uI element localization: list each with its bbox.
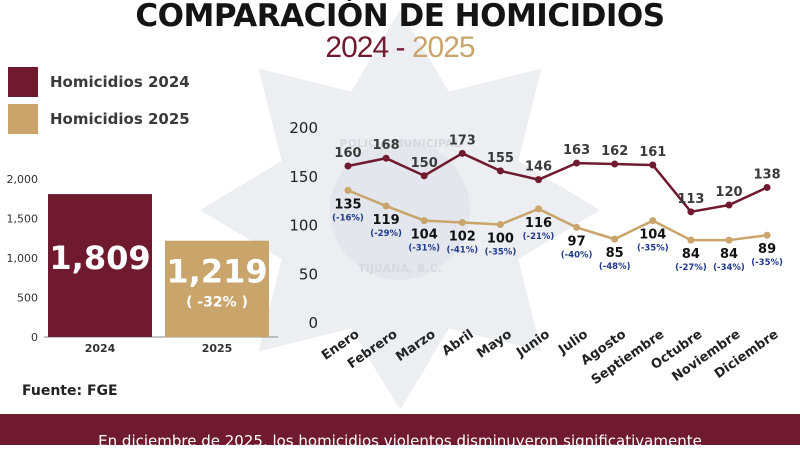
legend-swatch-2024: [8, 67, 38, 97]
data-label-2024: 162: [601, 144, 628, 159]
point-2025: [725, 236, 733, 244]
page-title: COMPARACIÓN DE HOMICIDIOS: [135, 0, 665, 34]
bar-y-tick-label: 1,500: [7, 213, 39, 226]
bar-value-label-2024: 1,809: [49, 239, 150, 277]
page-subtitle: 2024 - 2025: [0, 31, 800, 65]
series-line-2025: [347, 189, 768, 242]
point-2025: [420, 217, 428, 225]
legend-label-2025: Homicidios 2025: [50, 110, 190, 128]
legend-item-2024: Homicidios 2024: [8, 64, 190, 100]
point-2024: [420, 172, 428, 180]
data-label-2024: 155: [487, 151, 514, 166]
point-2025: [611, 235, 619, 243]
data-label-2024: 173: [449, 133, 476, 148]
change-label-2025: (-40%): [561, 250, 593, 260]
data-label-2024: 160: [334, 146, 361, 161]
line-y-tick-label: 50: [299, 265, 318, 283]
data-label-2025: 116: [525, 216, 552, 231]
point-2024: [725, 201, 733, 209]
change-label-2025: (-21%): [523, 232, 555, 242]
data-label-2024: 163: [563, 143, 590, 158]
point-2025: [535, 205, 542, 213]
bar-value-label-2025: 1,219: [166, 253, 267, 291]
bar-y-tick-label: 0: [31, 331, 38, 344]
line-y-tick-label: 0: [308, 314, 318, 332]
bar-y-tick-label: 500: [17, 292, 38, 305]
data-label-2024: 150: [411, 156, 438, 171]
data-label-2025: 100: [487, 232, 514, 247]
bar-x-tick-label: 2024: [85, 342, 116, 355]
point-2024: [344, 162, 352, 170]
bar-2024: [48, 194, 152, 337]
data-label-2024: 113: [677, 192, 704, 207]
change-label-2025: (-16%): [332, 213, 364, 223]
change-label-2025: (-41%): [446, 246, 478, 256]
line-y-tick-label: 150: [289, 168, 318, 186]
change-label-2025: (-35%): [637, 244, 669, 254]
line-y-tick-label: 100: [289, 217, 318, 235]
data-label-2025: 84: [682, 247, 700, 262]
data-label-2025: 89: [758, 242, 776, 257]
data-label-2025: 104: [639, 228, 666, 243]
data-label-2024: 138: [754, 167, 781, 182]
bottom-banner: [0, 414, 800, 445]
point-2025: [382, 202, 390, 210]
line-y-tick-label: 200: [289, 119, 318, 137]
point-2025: [496, 221, 504, 228]
data-label-2025: 135: [334, 197, 361, 212]
data-label-2025: 102: [449, 230, 476, 245]
change-label-2025: (-35%): [485, 248, 517, 258]
bar-y-tick-label: 2,000: [7, 173, 39, 186]
change-label-2025: (-35%): [751, 258, 783, 268]
point-2024: [687, 208, 695, 216]
legend-label-2024: Homicidios 2024: [50, 73, 190, 91]
legend-swatch-2025: [8, 104, 38, 134]
point-2024: [573, 159, 581, 167]
point-2025: [344, 186, 352, 194]
point-2024: [458, 149, 466, 157]
series-line-2024: [347, 151, 768, 214]
point-2024: [649, 161, 657, 169]
change-label-2025: (-29%): [370, 229, 402, 239]
change-label-2025: (-27%): [675, 263, 707, 273]
point-2024: [382, 154, 390, 162]
data-label-2025: 119: [373, 213, 400, 228]
data-label-2024: 120: [715, 185, 742, 200]
point-2025: [649, 217, 657, 225]
point-2024: [763, 183, 771, 191]
change-label-2025: (-34%): [713, 263, 745, 273]
point-2025: [458, 219, 466, 227]
point-2025: [763, 231, 771, 239]
data-label-2025: 104: [411, 228, 438, 243]
point-2024: [535, 176, 542, 184]
change-label-2025: (-31%): [408, 244, 440, 254]
data-label-2024: 168: [373, 138, 400, 153]
bar-change-label-2025: ( -32% ): [186, 295, 248, 311]
bar-y-tick-label: 1,000: [7, 252, 39, 265]
point-2025: [687, 236, 695, 244]
subtitle-separator: -: [388, 31, 412, 64]
subtitle-year-2024: 2024: [325, 31, 389, 64]
bar-x-tick-label: 2025: [202, 342, 233, 355]
point-2024: [496, 167, 504, 175]
legend-item-2025: Homicidios 2025: [8, 101, 190, 137]
data-label-2025: 84: [720, 247, 738, 262]
point-2024: [611, 160, 619, 168]
change-label-2025: (-48%): [599, 262, 631, 272]
bar-2025: [165, 240, 269, 337]
data-label-2025: 97: [568, 234, 586, 249]
data-label-2024: 161: [639, 145, 666, 160]
point-2025: [573, 223, 581, 231]
watermark-top-text: POLICIA MUNICIPAL: [340, 137, 461, 150]
source-note: Fuente: FGE: [22, 383, 118, 399]
data-label-2025: 85: [606, 246, 624, 261]
subtitle-year-2025: 2025: [411, 31, 476, 64]
watermark-bottom-text: TIJUANA, B.C.: [358, 262, 442, 275]
data-label-2024: 146: [525, 160, 552, 175]
footer-text: En diciembre de 2025, los homicidios vio…: [98, 432, 702, 450]
